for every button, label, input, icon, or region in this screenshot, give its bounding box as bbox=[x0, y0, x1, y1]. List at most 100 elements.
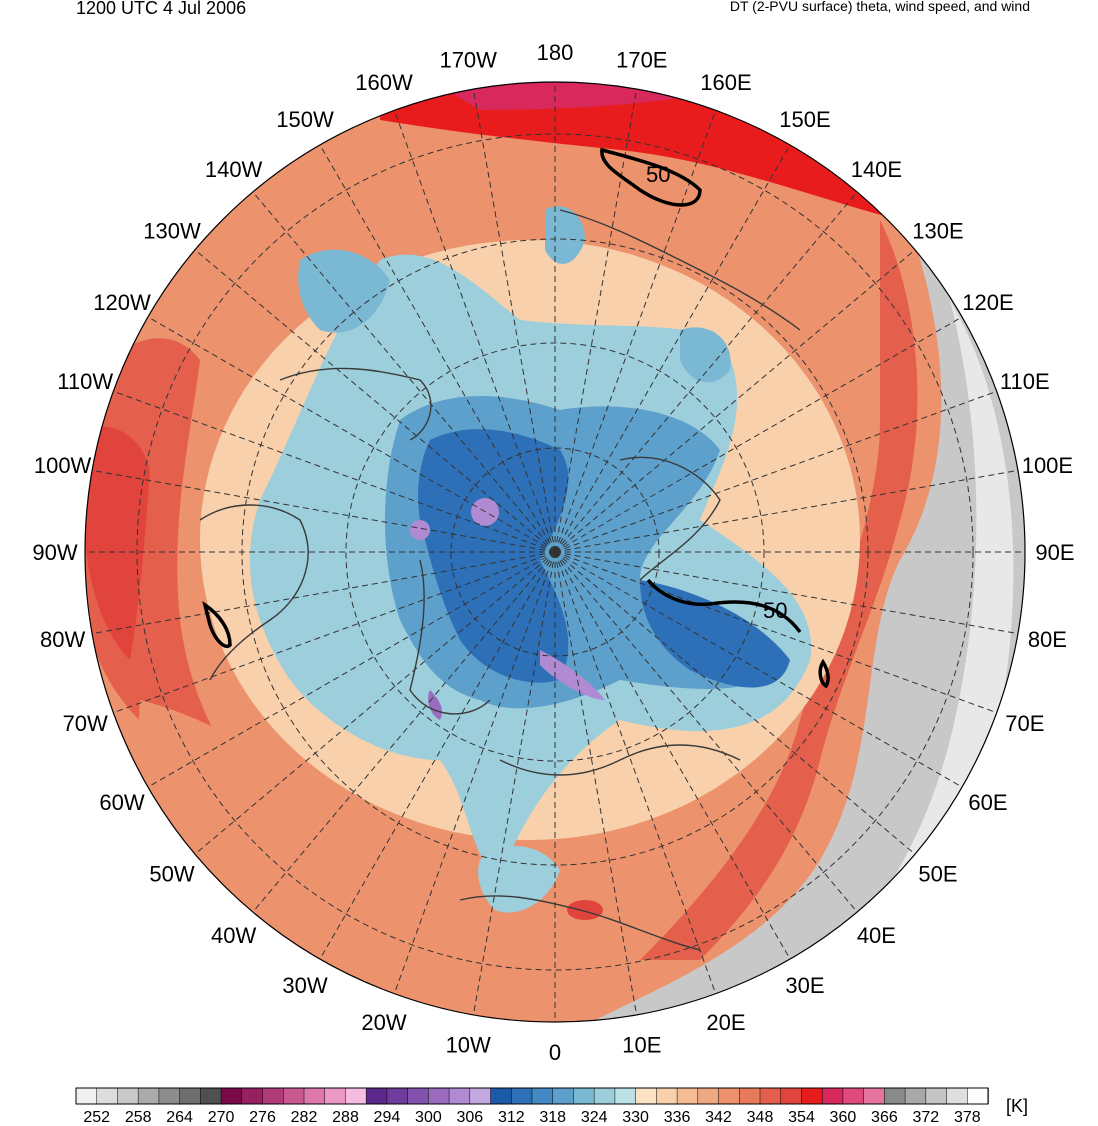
colorbar-tick: 324 bbox=[581, 1109, 608, 1126]
meridian-line bbox=[554, 551, 916, 855]
colorbar-tick: 366 bbox=[871, 1109, 898, 1126]
wind-speed-contours bbox=[202, 147, 830, 689]
colorbar-swatch bbox=[718, 1087, 741, 1105]
colorbar-swatch bbox=[821, 1087, 844, 1105]
meridian-line bbox=[554, 551, 791, 960]
colorbar-swatch bbox=[96, 1087, 119, 1105]
colorbar-tick: 348 bbox=[747, 1109, 774, 1126]
meridian-line bbox=[472, 551, 556, 1015]
meridian-line bbox=[554, 390, 997, 553]
colorbar-swatch bbox=[117, 1087, 139, 1105]
meridian-line bbox=[554, 191, 858, 553]
colorbar-swatch bbox=[428, 1087, 450, 1105]
coastlines bbox=[199, 209, 801, 951]
lon-label-110w: 110W bbox=[57, 369, 113, 394]
colorbar-swatch bbox=[904, 1087, 927, 1105]
colorbar-swatch bbox=[573, 1087, 595, 1105]
colorbar-swatch bbox=[739, 1087, 761, 1105]
lon-label-120e: 120E bbox=[962, 290, 1013, 315]
colorbar-tick-labels: 252 258 264 270 276 282 288 294 300 306 … bbox=[83, 1109, 980, 1126]
colorbar-tick: 276 bbox=[249, 1109, 276, 1126]
colorbar-tick: 318 bbox=[539, 1109, 566, 1126]
lon-label-80e: 80E bbox=[1028, 627, 1067, 652]
meridian-line bbox=[554, 469, 1018, 553]
meridian-line bbox=[554, 551, 717, 994]
colorbar-tick: 342 bbox=[705, 1109, 732, 1126]
lon-label-50e: 50E bbox=[918, 861, 957, 886]
product-title: DT (2-PVU surface) theta, wind speed, an… bbox=[729, 0, 1030, 14]
lon-label-160e: 160E bbox=[700, 70, 751, 95]
meridian-line bbox=[113, 390, 556, 553]
meridian-line bbox=[554, 551, 638, 1015]
map-boundary bbox=[84, 81, 1026, 1023]
colorbar-swatch bbox=[303, 1087, 326, 1105]
lon-label-50w: 50W bbox=[149, 861, 194, 886]
colorbar-swatch bbox=[967, 1087, 989, 1105]
lon-label-40e: 40E bbox=[857, 923, 896, 948]
colorbar-tick: 282 bbox=[291, 1109, 318, 1126]
colorbar-swatch bbox=[614, 1087, 637, 1105]
lon-label-30w: 30W bbox=[282, 973, 327, 998]
meridian-line bbox=[147, 551, 556, 788]
meridian-line bbox=[252, 191, 556, 553]
colorbar-swatch bbox=[407, 1087, 430, 1105]
lon-label-10w: 10W bbox=[446, 1032, 491, 1057]
meridian-line bbox=[92, 469, 556, 553]
colorbar-swatch bbox=[262, 1087, 285, 1105]
lon-label-170e: 170E bbox=[616, 48, 667, 73]
meridian-line bbox=[554, 89, 638, 553]
lon-label-160w: 160W bbox=[355, 70, 413, 95]
lon-label-20e: 20E bbox=[706, 1010, 745, 1035]
lon-label-40w: 40W bbox=[211, 923, 256, 948]
colorbar-frame bbox=[75, 1087, 989, 1105]
graticule bbox=[85, 82, 1025, 1022]
colorbar-tick: 372 bbox=[912, 1109, 939, 1126]
lon-label-90w: 90W bbox=[32, 540, 77, 565]
colorbar-swatch bbox=[511, 1087, 533, 1105]
lon-label-120w: 120W bbox=[93, 290, 151, 315]
colorbar-swatch bbox=[801, 1087, 823, 1105]
lon-label-130w: 130W bbox=[143, 219, 201, 244]
colorbar-swatch bbox=[490, 1087, 513, 1105]
colorbar-tick: 312 bbox=[498, 1109, 525, 1126]
colorbar: 252 258 264 270 276 282 288 294 300 306 … bbox=[75, 1087, 1028, 1126]
meridian-line bbox=[554, 249, 916, 553]
colorbar-tick: 288 bbox=[332, 1109, 359, 1126]
meridian-line bbox=[554, 110, 717, 553]
colorbar-swatch bbox=[469, 1087, 492, 1105]
colorbar-swatch bbox=[697, 1087, 720, 1105]
colorbar-swatch bbox=[365, 1087, 388, 1105]
colorbar-swatch bbox=[324, 1087, 347, 1105]
meridian-line bbox=[113, 551, 556, 714]
lon-label-90e: 90E bbox=[1035, 540, 1074, 565]
contour-label-50-pacific: 50 bbox=[646, 162, 670, 187]
colorbar-swatch bbox=[386, 1087, 409, 1105]
colorbar-swatch bbox=[220, 1087, 243, 1105]
colorbar-tick: 252 bbox=[83, 1109, 110, 1126]
colorbar-tick: 360 bbox=[830, 1109, 857, 1126]
lon-label-60w: 60W bbox=[99, 790, 144, 815]
lon-label-20w: 20W bbox=[361, 1010, 406, 1035]
valid-time-label: 1200 UTC 4 Jul 2006 bbox=[76, 0, 247, 18]
meridian-line bbox=[554, 316, 963, 553]
meridian-line bbox=[319, 144, 556, 553]
colorbar-swatch bbox=[179, 1087, 202, 1105]
colorbar-tick: 270 bbox=[208, 1109, 235, 1126]
lon-label-180: 180 bbox=[537, 40, 574, 65]
lon-label-150w: 150W bbox=[276, 107, 334, 132]
colorbar-swatch bbox=[925, 1087, 948, 1105]
meridian-line bbox=[92, 551, 556, 635]
longitude-labels: 0 10E 20E 30E 40E 50E 60E 70E 80E 90E 10… bbox=[32, 40, 1074, 1065]
colorbar-swatch bbox=[946, 1087, 969, 1105]
colorbar-swatch bbox=[158, 1087, 181, 1105]
lon-label-130e: 130E bbox=[912, 219, 963, 244]
meridian-line bbox=[147, 316, 556, 553]
lon-label-110e: 110E bbox=[1000, 369, 1050, 394]
meridian-line bbox=[319, 551, 556, 960]
meridian-line bbox=[252, 551, 556, 913]
lon-label-100e: 100E bbox=[1022, 453, 1073, 478]
colorbar-tick: 330 bbox=[622, 1109, 649, 1126]
colorbar-swatch bbox=[200, 1087, 222, 1105]
colorbar-tick: 378 bbox=[954, 1109, 981, 1126]
